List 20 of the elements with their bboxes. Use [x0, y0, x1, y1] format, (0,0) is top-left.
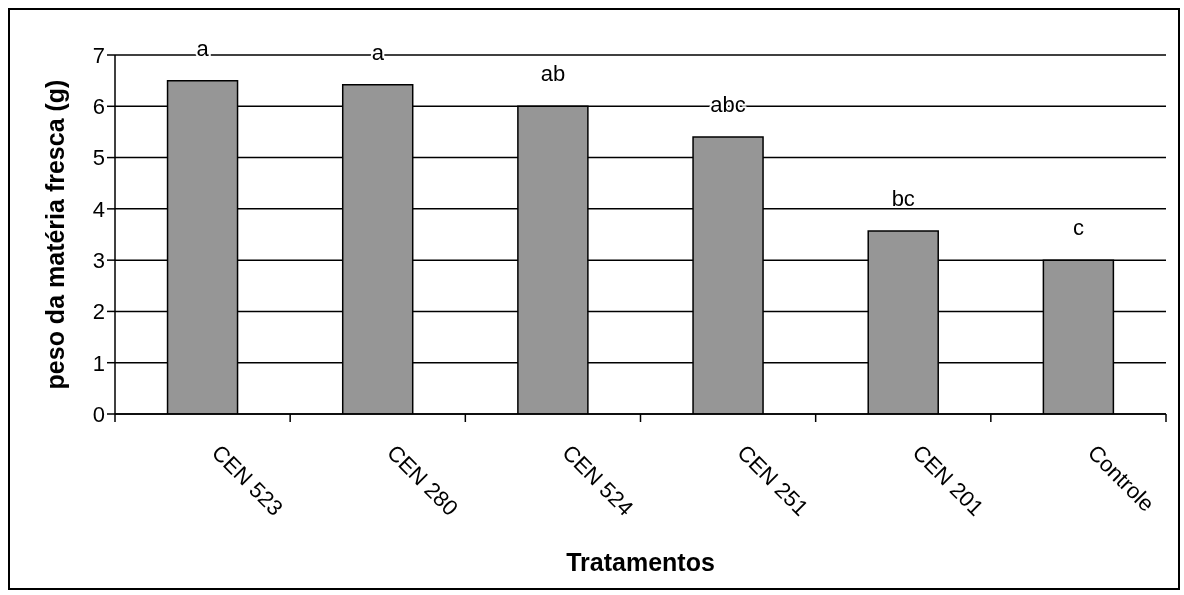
- bar: [166, 79, 239, 414]
- y-tick-label: 0: [92, 401, 105, 427]
- annotation: a: [196, 35, 210, 61]
- annotation: ab: [540, 60, 566, 86]
- y-tick-label: 7: [92, 42, 105, 68]
- annotation: bc: [891, 185, 915, 211]
- y-tick-label: 5: [92, 145, 105, 171]
- y-tick-label: 6: [92, 94, 105, 120]
- y-tick-label: 1: [92, 350, 105, 376]
- y-tick-label: 4: [92, 196, 105, 222]
- y-axis-title: peso da matéria fresca (g): [41, 79, 69, 390]
- annotation: c: [1072, 214, 1084, 240]
- bar: [1042, 259, 1115, 414]
- bar: [341, 84, 414, 414]
- x-axis-title: Tratamentos: [566, 548, 715, 576]
- bar: [867, 230, 939, 414]
- y-tick-label: 2: [92, 299, 105, 325]
- bar: [517, 105, 589, 414]
- bar: [692, 136, 764, 414]
- y-tick-label: 3: [92, 247, 105, 273]
